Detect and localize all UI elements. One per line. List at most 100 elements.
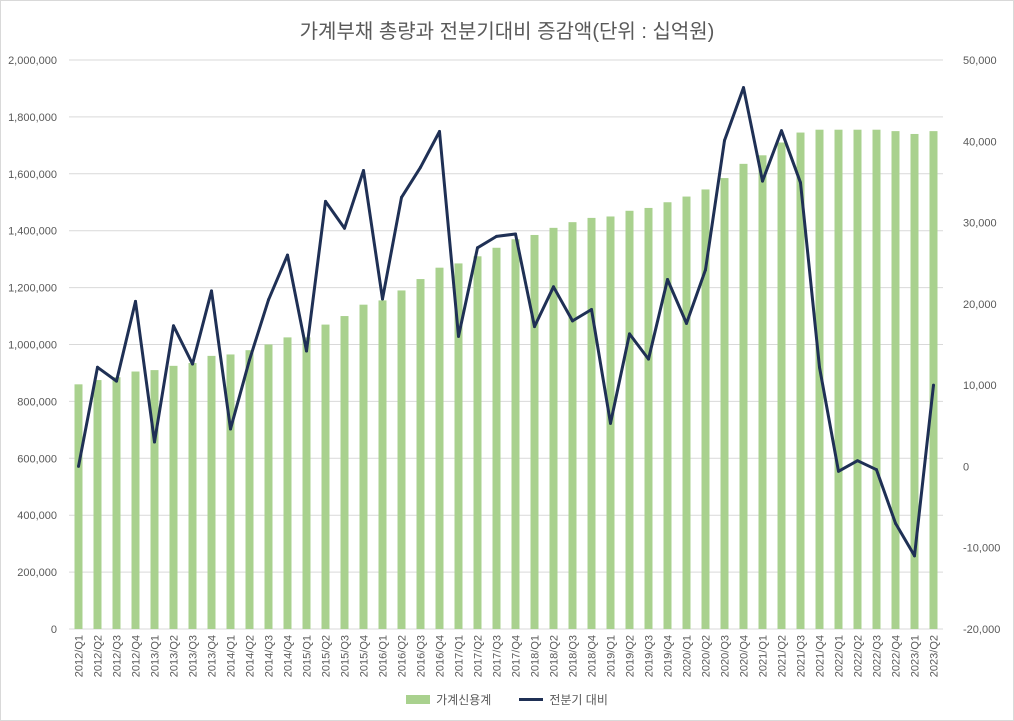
chart-title: 가계부채 총량과 전분기대비 증감액(단위 : 십억원)	[299, 21, 715, 43]
bar	[872, 129, 881, 629]
bar	[929, 131, 938, 629]
bar	[454, 263, 463, 629]
y-right-tick-label: -10,000	[963, 543, 1000, 555]
x-tick-label: 2018/Q4	[587, 635, 599, 677]
bar	[815, 129, 824, 629]
x-tick-label: 2022/Q2	[853, 635, 865, 677]
bar	[150, 370, 159, 629]
bar	[283, 337, 292, 629]
line-point	[248, 358, 251, 362]
bar	[853, 129, 862, 629]
x-tick-label: 2017/Q4	[511, 635, 523, 677]
line-point	[362, 169, 365, 173]
line-point	[476, 246, 479, 250]
line-point	[533, 325, 536, 329]
legend-item-bar[interactable]: 가계신용계	[406, 691, 491, 708]
bar	[416, 279, 425, 629]
x-tick-label: 2021/Q2	[777, 635, 789, 677]
bar	[777, 142, 786, 629]
bar	[587, 217, 596, 629]
line-point	[495, 234, 498, 238]
y-right-tick-label: 20,000	[963, 299, 997, 311]
x-tick-label: 2015/Q4	[359, 635, 371, 677]
x-tick-label: 2022/Q1	[834, 635, 846, 677]
bar	[93, 380, 102, 629]
line-point	[400, 195, 403, 199]
bar	[644, 207, 653, 629]
y-left-tick-label: 200,000	[17, 567, 57, 579]
legend-label-line: 전분기 대비	[549, 693, 608, 707]
bar	[74, 384, 83, 629]
legend-label-bar: 가계신용계	[436, 693, 492, 707]
x-tick-label: 2019/Q4	[663, 635, 675, 677]
line-point	[134, 299, 137, 303]
line-point	[267, 298, 270, 302]
y-left-tick-label: 1,600,000	[8, 169, 57, 181]
x-tick-label: 2013/Q3	[188, 635, 200, 677]
legend: 가계신용계 전분기 대비	[1, 691, 1013, 708]
x-tick-label: 2022/Q4	[891, 635, 903, 677]
line-point	[419, 165, 422, 169]
x-tick-label: 2016/Q4	[435, 635, 447, 677]
bar	[663, 202, 672, 629]
bar	[321, 324, 330, 629]
bar	[511, 239, 520, 630]
y-right-tick-label: 30,000	[963, 218, 997, 230]
line-point	[571, 319, 574, 323]
x-tick-label: 2014/Q4	[283, 635, 295, 677]
bar	[891, 131, 900, 629]
x-tick-label: 2021/Q3	[796, 635, 808, 677]
line-point	[818, 365, 821, 369]
line-point	[704, 268, 707, 272]
x-tick-label: 2015/Q1	[302, 635, 314, 677]
bar	[473, 256, 482, 629]
bar	[226, 354, 235, 629]
x-tick-label: 2020/Q2	[701, 635, 713, 677]
line-point	[628, 332, 631, 336]
x-tick-label: 2023/Q1	[910, 635, 922, 677]
line-point	[932, 383, 935, 387]
bar	[492, 247, 501, 629]
bar	[530, 234, 539, 629]
line-point	[723, 138, 726, 142]
x-tick-label: 2012/Q1	[74, 635, 86, 677]
line-point	[96, 365, 99, 369]
line-point	[438, 130, 441, 134]
y-left-tick-label: 800,000	[17, 396, 57, 408]
bar	[245, 350, 254, 629]
line-point	[229, 427, 232, 431]
bar	[435, 267, 444, 629]
line-series	[77, 86, 935, 558]
bar	[112, 377, 121, 629]
bar	[264, 344, 273, 629]
line-point	[647, 357, 650, 361]
legend-item-line[interactable]: 전분기 대비	[519, 691, 608, 708]
y-left-tick-label: 1,400,000	[8, 226, 57, 238]
legend-swatch-bar	[406, 695, 431, 704]
x-tick-label: 2014/Q2	[245, 635, 257, 677]
bar	[302, 337, 311, 629]
x-tick-label: 2017/Q1	[454, 635, 466, 677]
x-tick-label: 2013/Q2	[169, 635, 181, 677]
bar	[549, 227, 558, 630]
y-right-tick-label: 10,000	[963, 380, 997, 392]
x-tick-label: 2021/Q4	[815, 635, 827, 677]
x-tick-label: 2019/Q1	[606, 635, 618, 677]
x-tick-label: 2018/Q1	[530, 635, 542, 677]
x-tick-label: 2013/Q1	[150, 635, 162, 677]
x-tick-label: 2012/Q3	[112, 635, 124, 677]
line-point	[514, 232, 517, 236]
bar	[910, 133, 919, 629]
line-point	[210, 289, 213, 293]
x-tick-label: 2015/Q3	[340, 635, 352, 677]
bar	[796, 132, 805, 630]
x-tick-label: 2018/Q3	[568, 635, 580, 677]
x-tick-label: 2012/Q4	[131, 635, 143, 677]
x-tick-label: 2018/Q2	[549, 635, 561, 677]
line-point	[115, 379, 118, 383]
x-tick-label: 2017/Q2	[473, 635, 485, 677]
x-tick-label: 2012/Q2	[93, 635, 105, 677]
bar	[397, 290, 406, 629]
line-point	[590, 308, 593, 312]
